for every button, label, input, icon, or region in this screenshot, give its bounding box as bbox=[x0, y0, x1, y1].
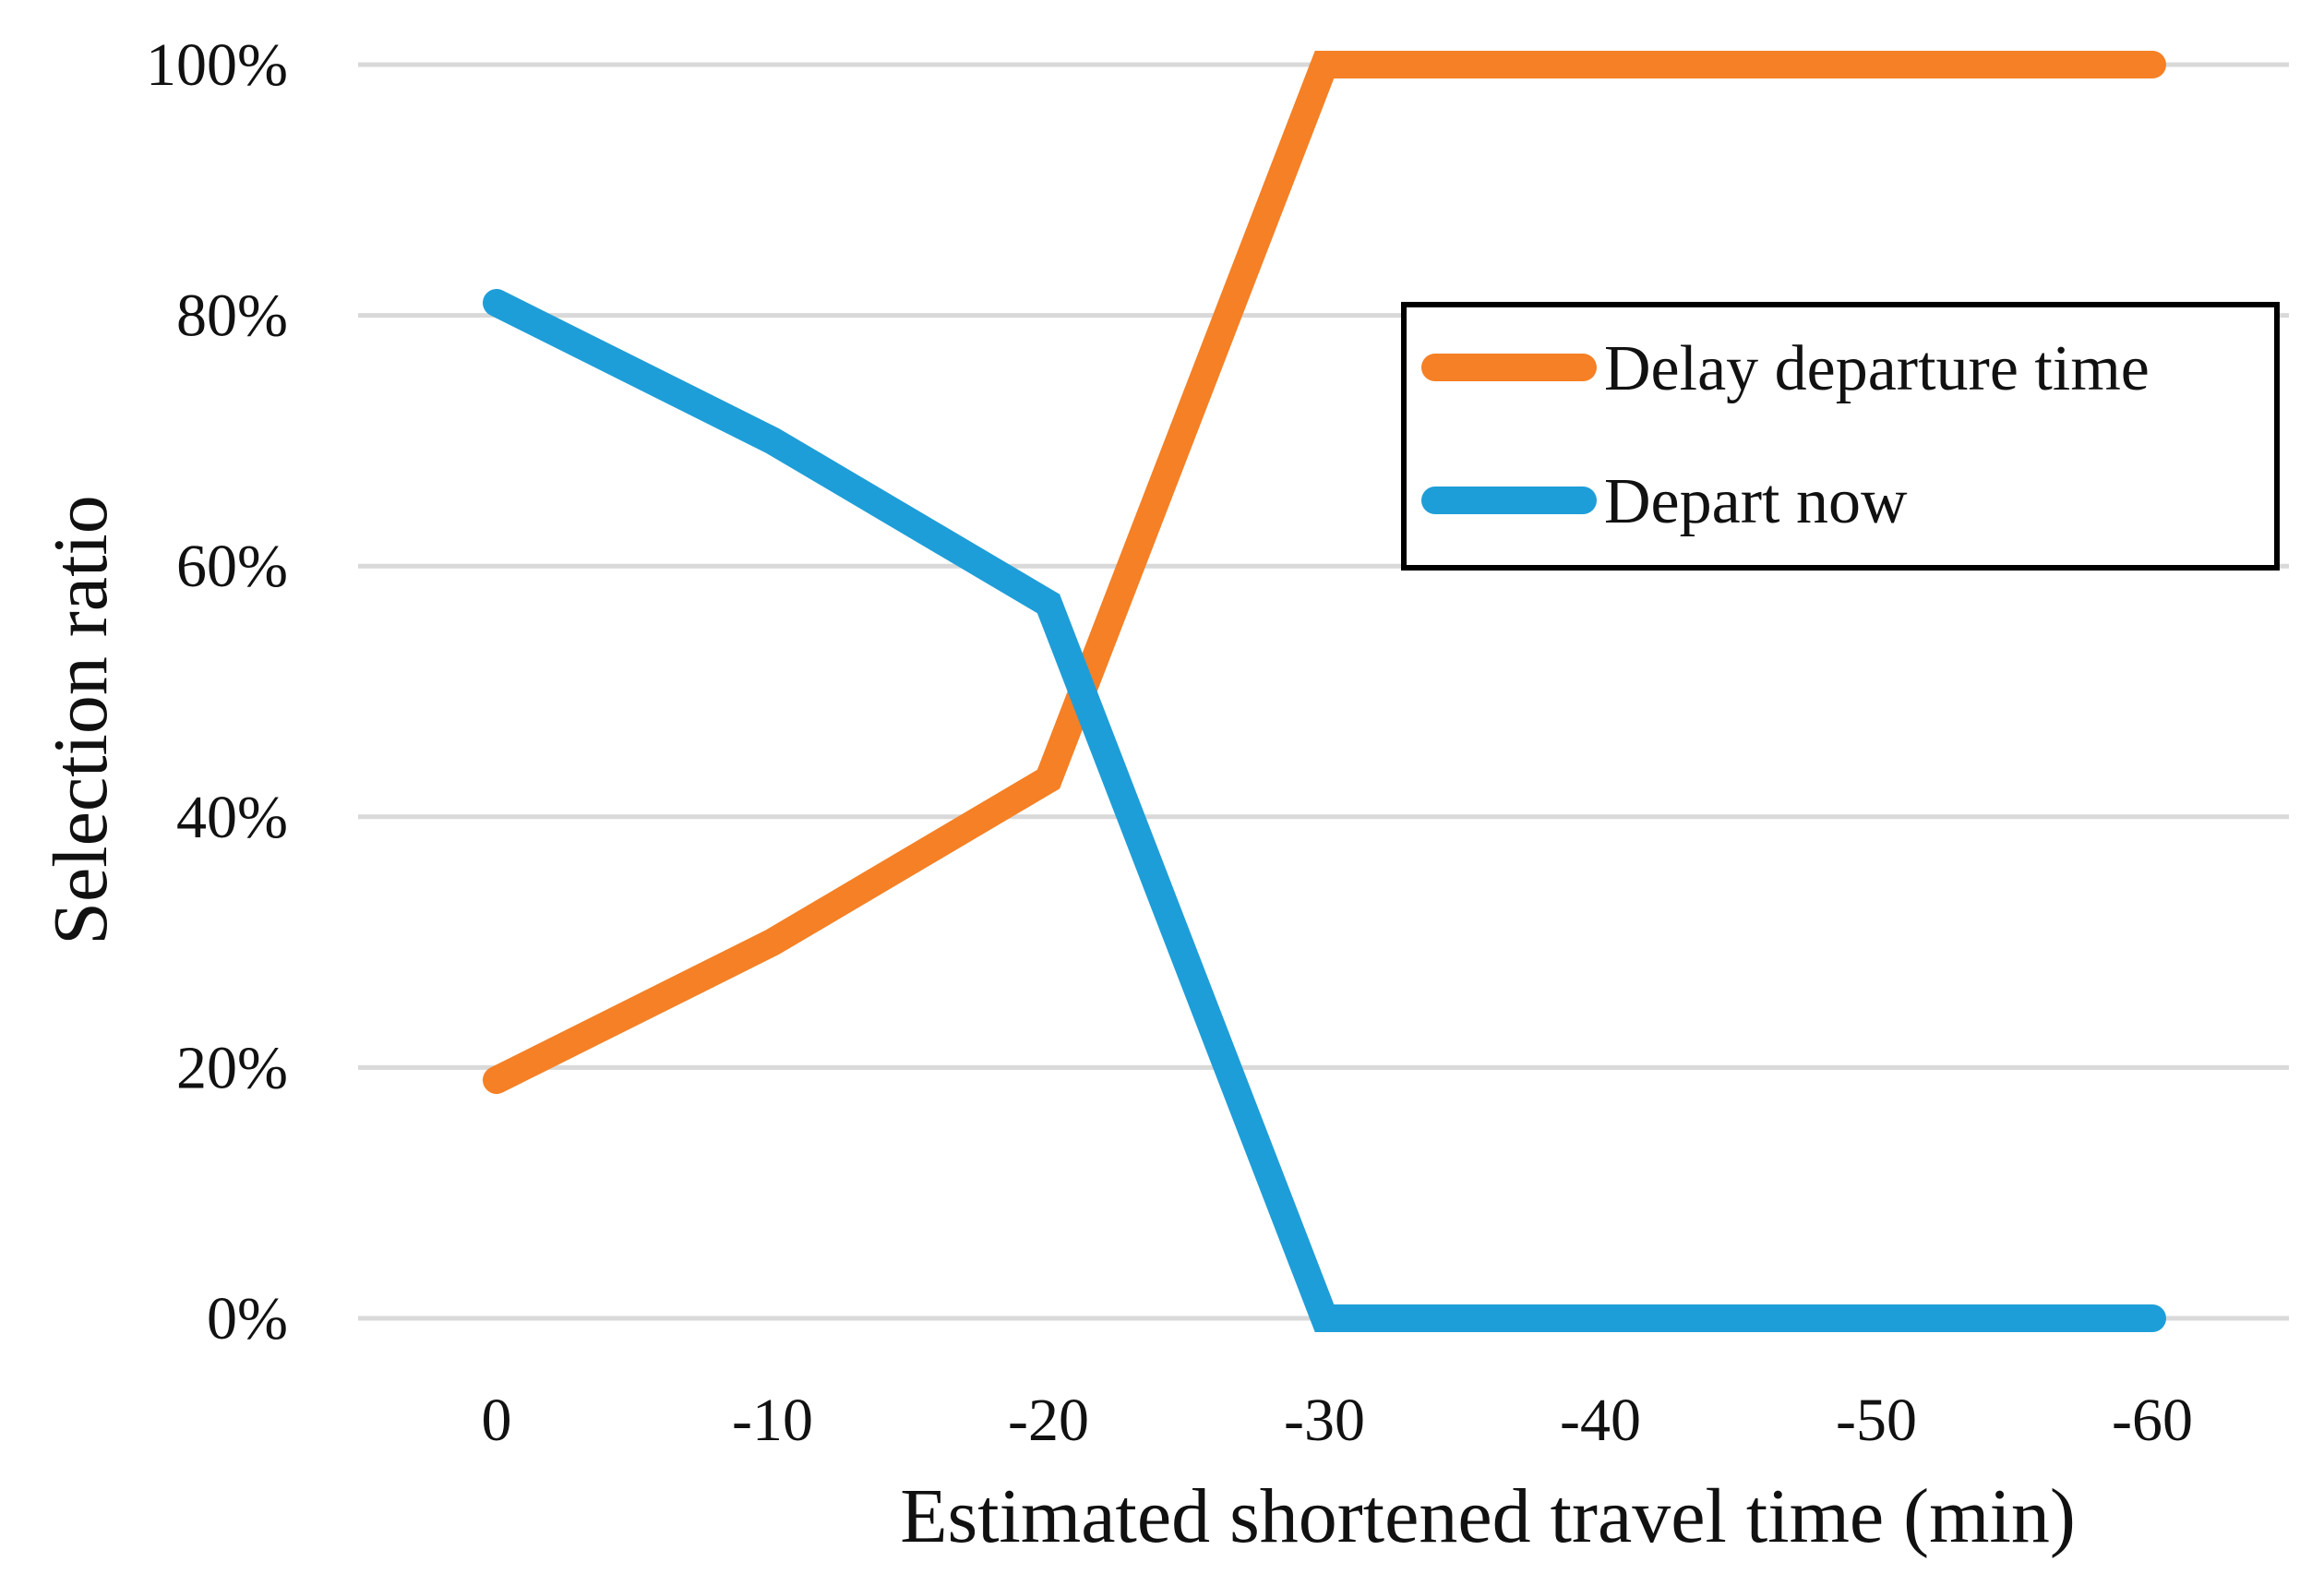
y-tick-label: 60% bbox=[176, 533, 288, 600]
gridlines bbox=[358, 62, 2289, 1321]
x-tick-label: -60 bbox=[2112, 1387, 2193, 1454]
series-line-delay bbox=[483, 51, 2166, 1094]
y-axis-title: Selection ratio bbox=[38, 495, 124, 945]
y-tick-labels: 0% 20% 40% 60% 80% 100% bbox=[146, 31, 288, 1352]
series-line-depart-now bbox=[483, 289, 2166, 1332]
y-tick-label: 40% bbox=[176, 784, 288, 851]
x-tick-label: -10 bbox=[732, 1387, 813, 1454]
y-tick-label: 20% bbox=[176, 1034, 288, 1101]
legend-box bbox=[1401, 302, 2280, 571]
y-tick-label: 80% bbox=[176, 282, 288, 350]
legend-label-depart-now: Depart now bbox=[1604, 466, 1908, 537]
series-lines bbox=[483, 51, 2166, 1332]
x-tick-label: -40 bbox=[1560, 1387, 1641, 1454]
y-tick-label: 100% bbox=[146, 31, 288, 99]
x-tick-label: -20 bbox=[1008, 1387, 1089, 1454]
x-tick-label: 0 bbox=[482, 1387, 512, 1454]
legend: Delay departure time Depart now bbox=[1401, 302, 2280, 571]
y-tick-label: 0% bbox=[207, 1285, 288, 1352]
legend-label-delay: Delay departure time bbox=[1604, 333, 2150, 404]
x-tick-label: -30 bbox=[1284, 1387, 1365, 1454]
x-tick-labels: 0 -10 -20 -30 -40 -50 -60 bbox=[482, 1387, 2193, 1454]
x-tick-label: -50 bbox=[1836, 1387, 1917, 1454]
x-axis-title: Estimated shortened travel time (min) bbox=[900, 1473, 2076, 1559]
